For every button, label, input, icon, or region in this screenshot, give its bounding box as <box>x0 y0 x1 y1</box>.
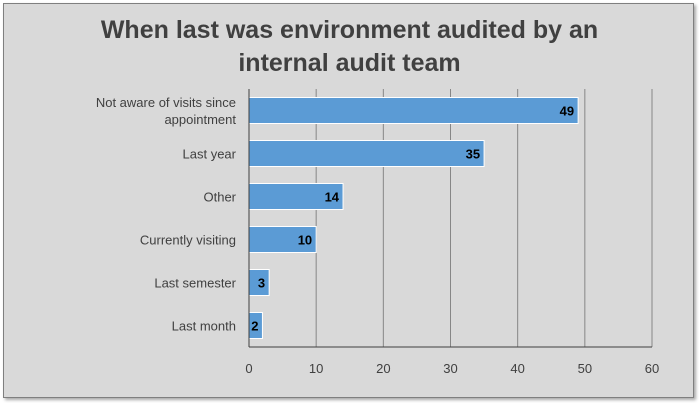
x-tick-label: 50 <box>578 361 592 376</box>
data-label: 49 <box>560 104 574 119</box>
category-label-line: Currently visiting <box>140 233 236 248</box>
category-label: Last semester <box>154 276 236 291</box>
chart-title-line-1: When last was environment audited by an <box>100 16 599 44</box>
x-tick-label: 20 <box>376 361 390 376</box>
category-label: Last year <box>183 147 237 162</box>
labels: 0 10 20 30 40 50 60 49 Not aware of visits since… <box>96 95 659 376</box>
bars <box>248 97 579 339</box>
x-tick-label: 60 <box>645 361 659 376</box>
data-label: 2 <box>251 319 258 334</box>
category-label: Other <box>203 190 236 205</box>
gridlines <box>315 89 653 347</box>
bar <box>248 183 344 210</box>
x-tick-label: 40 <box>510 361 524 376</box>
category-label: Currently visiting <box>140 233 236 248</box>
category-label-line: Last year <box>183 147 237 162</box>
chart-title-line-2: internal audit team <box>238 49 461 77</box>
data-label: 14 <box>325 190 340 205</box>
data-label: 35 <box>466 147 480 162</box>
data-label: 10 <box>298 233 312 248</box>
category-label-line: appointment <box>164 112 236 127</box>
x-tick-label: 0 <box>245 361 252 376</box>
x-tick-label: 10 <box>309 361 323 376</box>
data-label: 3 <box>258 276 265 291</box>
x-tick-label: 30 <box>443 361 457 376</box>
chart-title: When last was environment audited by an … <box>0 14 699 80</box>
category-label: Last month <box>172 319 236 334</box>
category-label: Not aware of visits since appointment <box>96 95 237 127</box>
category-label-line: Last semester <box>154 276 236 291</box>
bar <box>248 97 579 124</box>
axes <box>248 89 652 348</box>
category-label-line: Other <box>203 190 236 205</box>
bar <box>248 140 485 167</box>
bar <box>248 226 317 253</box>
category-label-line: Last month <box>172 319 236 334</box>
category-label-line: Not aware of visits since <box>96 95 236 110</box>
